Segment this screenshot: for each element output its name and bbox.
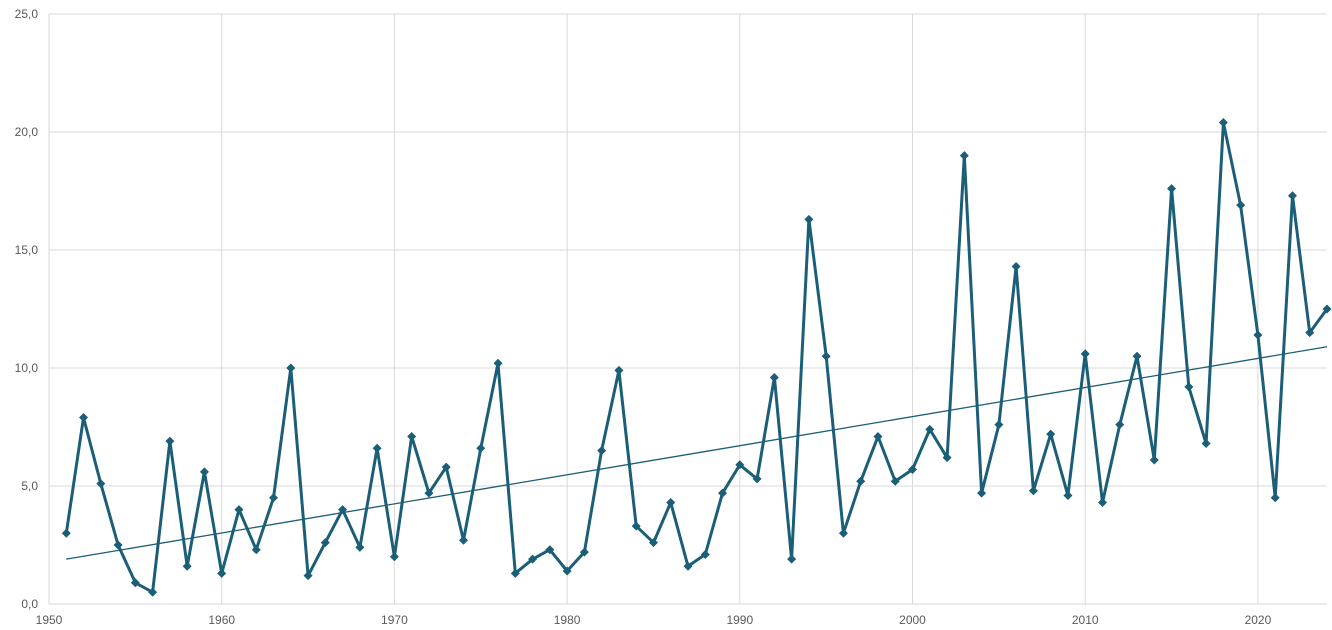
data-point-marker — [1201, 439, 1211, 449]
x-tick-label: 1990 — [726, 613, 753, 627]
data-point-marker — [977, 488, 987, 498]
data-point-marker — [562, 566, 572, 576]
data-point-marker — [389, 552, 399, 562]
data-point-marker — [838, 528, 848, 538]
data-point-marker — [804, 214, 814, 224]
data-point-marker — [1167, 184, 1177, 194]
data-point-marker — [700, 549, 710, 559]
data-point-marker — [994, 420, 1004, 430]
data-point-marker — [752, 474, 762, 484]
data-point-marker — [441, 462, 451, 472]
data-point-marker — [476, 443, 486, 453]
x-tick-label: 2000 — [899, 613, 926, 627]
data-point-marker — [1132, 351, 1142, 361]
data-point-marker — [821, 351, 831, 361]
data-point-marker — [1063, 490, 1073, 500]
data-point-marker — [683, 561, 693, 571]
y-tick-label: 25,0 — [15, 7, 39, 21]
data-point-marker — [510, 568, 520, 578]
data-point-marker — [648, 538, 658, 548]
data-point-marker — [1218, 118, 1228, 128]
data-point-marker — [424, 488, 434, 498]
data-point-marker — [199, 467, 209, 477]
y-tick-label: 0,0 — [21, 597, 38, 611]
x-tick-label: 1950 — [36, 613, 63, 627]
data-point-marker — [614, 365, 624, 375]
data-point-marker — [1080, 349, 1090, 359]
data-point-marker — [873, 431, 883, 441]
data-point-marker — [130, 578, 140, 588]
data-point-marker — [925, 424, 935, 434]
data-point-marker — [1305, 328, 1315, 338]
data-point-marker — [545, 545, 555, 555]
y-tick-label: 15,0 — [15, 243, 39, 257]
data-point-marker — [666, 498, 676, 508]
data-point-marker — [1149, 455, 1159, 465]
data-point-marker — [1322, 304, 1332, 314]
y-tick-label: 10,0 — [15, 361, 39, 375]
data-point-marker — [79, 413, 89, 423]
data-point-marker — [251, 545, 261, 555]
tick-labels: 0,0 5,0 10,0 15,0 20,0 25,0 1950 1960 1970 1980 19… — [15, 7, 1272, 627]
data-point-marker — [1236, 200, 1246, 210]
data-point-marker — [148, 587, 158, 597]
data-point-marker — [597, 446, 607, 456]
data-point-marker — [528, 554, 538, 564]
data-point-marker — [890, 476, 900, 486]
data-point-marker — [372, 443, 382, 453]
gridlines — [48, 13, 1327, 605]
data-point-marker — [1115, 420, 1125, 430]
data-point-marker — [217, 568, 227, 578]
x-tick-label: 2010 — [1072, 613, 1099, 627]
data-point-marker — [579, 547, 589, 557]
y-tick-label: 20,0 — [15, 125, 39, 139]
trendline — [66, 346, 1328, 560]
trendline-layer — [66, 346, 1328, 560]
data-point-marker — [718, 488, 728, 498]
data-point-marker — [61, 528, 71, 538]
data-point-marker — [407, 431, 417, 441]
data-point-marker — [1287, 191, 1297, 201]
x-tick-label: 2020 — [1245, 613, 1272, 627]
data-point-marker — [1011, 262, 1021, 272]
data-point-marker — [1184, 382, 1194, 392]
data-point-marker — [338, 505, 348, 515]
x-tick-label: 1970 — [381, 613, 408, 627]
series-line — [64, 121, 1329, 594]
data-point-marker — [735, 460, 745, 470]
data-point-marker — [856, 476, 866, 486]
data-point-marker — [1028, 486, 1038, 496]
data-point-marker — [234, 505, 244, 515]
data-point-marker — [1270, 493, 1280, 503]
data-point-marker — [1046, 429, 1056, 439]
data-point-marker — [1253, 330, 1263, 340]
y-tick-label: 5,0 — [21, 479, 38, 493]
series-layer — [61, 118, 1332, 597]
data-point-marker — [182, 561, 192, 571]
data-point-marker — [1097, 498, 1107, 508]
data-point-marker — [355, 542, 365, 552]
data-point-marker — [769, 372, 779, 382]
data-point-marker — [113, 540, 123, 550]
data-point-marker — [303, 571, 313, 581]
data-point-marker — [458, 535, 468, 545]
data-point-marker — [286, 363, 296, 373]
x-tick-label: 1960 — [208, 613, 235, 627]
data-point-marker — [96, 479, 106, 489]
data-point-marker — [942, 453, 952, 463]
data-point-marker — [493, 358, 503, 368]
data-point-marker — [320, 538, 330, 548]
x-tick-label: 1980 — [554, 613, 581, 627]
data-point-marker — [959, 151, 969, 161]
data-point-marker — [631, 521, 641, 531]
data-point-marker — [269, 493, 279, 503]
data-point-marker — [787, 554, 797, 564]
data-point-marker — [165, 436, 175, 446]
data-point-marker — [908, 464, 918, 474]
